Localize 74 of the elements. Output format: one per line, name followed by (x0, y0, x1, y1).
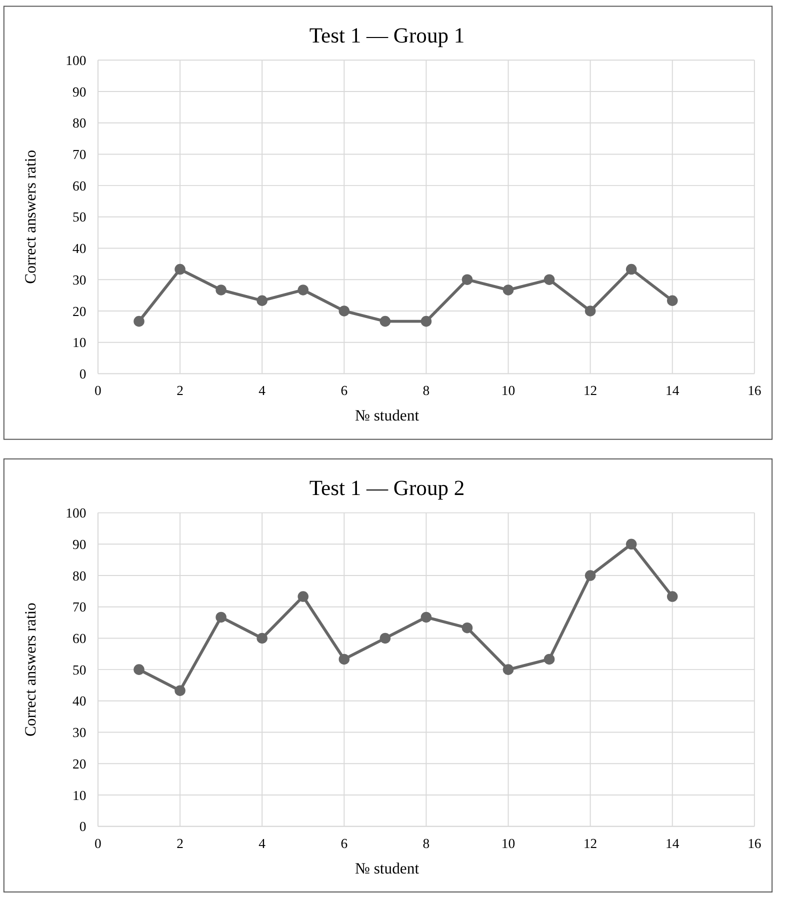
point (420, 612, 432, 623)
x-tick-label: 8 (422, 836, 430, 851)
point (216, 284, 226, 296)
y-tick-label: 20 (72, 756, 86, 772)
y-tick-label: 10 (72, 335, 86, 350)
point (216, 612, 226, 623)
point (174, 264, 186, 275)
point (666, 295, 678, 306)
x-tick-label: 12 (583, 836, 598, 851)
chart-title: Test 1 — Group 1 (309, 24, 465, 48)
y-tick-label: 90 (72, 536, 86, 552)
y-tick-label: 60 (72, 631, 86, 646)
y-tick-label: 100 (66, 52, 86, 68)
y-tick-label: 80 (72, 116, 86, 131)
point (462, 274, 473, 286)
y-tick-label: 50 (72, 210, 86, 225)
x-tick-label: 16 (748, 836, 762, 851)
x-tick-label: 16 (748, 383, 762, 398)
point (256, 632, 268, 644)
y-tick-label: 30 (72, 725, 86, 740)
x-tick-label: 4 (258, 836, 266, 851)
x-tick-label: 14 (666, 383, 680, 398)
y-tick-label: 50 (72, 662, 86, 678)
point (134, 316, 144, 327)
point (380, 632, 391, 644)
point (338, 306, 350, 316)
point (298, 591, 309, 602)
y-axis-title: Correct answers ratio (22, 602, 40, 737)
x-tick-label: 8 (422, 383, 430, 398)
x-tick-label: 4 (258, 383, 266, 398)
x-tick-label: 12 (583, 383, 598, 398)
point (298, 284, 309, 296)
chart-title: Test 1 — Group 2 (309, 476, 465, 500)
point (584, 306, 596, 316)
x-tick-label: 6 (340, 836, 348, 851)
y-tick-label: 0 (79, 366, 86, 382)
point (584, 570, 596, 581)
point (338, 654, 350, 665)
x-tick-label: 14 (666, 836, 680, 851)
y-axis-title: Correct answers ratio (22, 150, 40, 284)
y-tick-label: 30 (72, 272, 86, 288)
x-tick-label: 10 (501, 836, 516, 851)
point (502, 664, 514, 675)
y-tick-label: 20 (72, 304, 86, 319)
point (544, 654, 555, 665)
y-tick-label: 40 (72, 241, 86, 256)
x-axis-title: № student (354, 860, 420, 878)
x-tick-label: 2 (176, 836, 184, 851)
y-tick-label: 70 (72, 147, 86, 162)
point (134, 664, 144, 675)
y-tick-label: 90 (72, 84, 86, 100)
x-tick-label: 6 (340, 383, 348, 398)
y-tick-label: 80 (72, 568, 86, 584)
point (544, 274, 555, 286)
point (626, 264, 637, 275)
y-tick-label: 40 (72, 694, 86, 709)
point (256, 295, 268, 306)
y-tick-label: 60 (72, 178, 86, 194)
point (666, 591, 678, 602)
x-axis-title: № student (354, 408, 420, 425)
point (174, 685, 186, 696)
x-tick-label: 0 (94, 836, 102, 851)
point (626, 538, 637, 550)
x-tick-label: 0 (94, 383, 102, 398)
y-tick-label: 70 (72, 600, 86, 615)
y-tick-label: 100 (66, 506, 86, 521)
y-tick-label: 10 (72, 788, 86, 803)
x-tick-label: 10 (501, 383, 516, 398)
y-tick-label: 0 (79, 819, 86, 834)
point (502, 284, 514, 296)
point (462, 622, 473, 634)
x-tick-label: 2 (176, 383, 184, 398)
point (380, 316, 391, 327)
point (420, 316, 432, 327)
